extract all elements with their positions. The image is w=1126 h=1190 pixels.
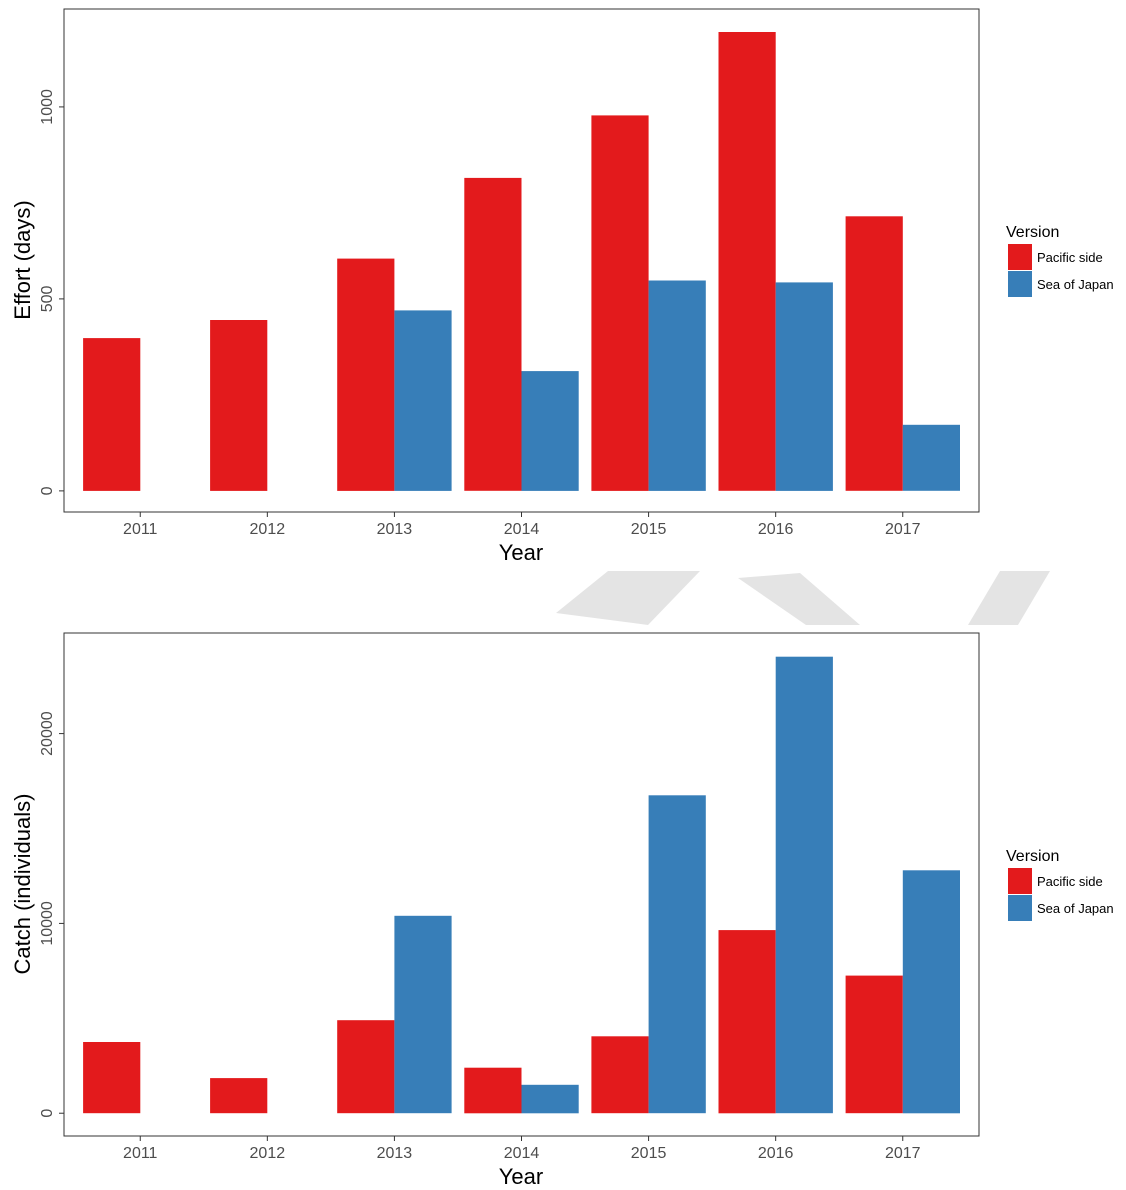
x-tick-label: 2014	[504, 1145, 540, 1162]
plot-panel-border	[63, 632, 980, 1137]
bar-sea-of-japan-2014	[521, 1084, 579, 1114]
legend-swatch-sea-of-japan	[1008, 271, 1032, 297]
bar-sea-of-japan-2014	[521, 371, 579, 491]
legend-label-pacific-side: Pacific side	[1037, 874, 1103, 889]
y-axis-title: Effort (days)	[10, 200, 35, 319]
bar-pacific-side-2017	[845, 216, 903, 491]
bar-pacific-side-2016	[718, 32, 776, 491]
x-tick-label: 2012	[250, 1145, 286, 1162]
x-tick-label: 2011	[123, 1145, 158, 1162]
bar-pacific-side-2013	[337, 258, 395, 491]
legend-swatch-pacific-side	[1008, 868, 1032, 894]
catch-chart: 0 10000 20000 2011 2012 2013 2014 2015 2016 2017…	[10, 632, 1114, 1189]
bar-sea-of-japan-2013	[394, 310, 452, 491]
y-tick-label: 1000	[39, 89, 56, 125]
y-axis-ticks: 0 500 1000	[39, 89, 64, 495]
bar-pacific-side-2017	[845, 975, 903, 1114]
bar-pacific-side-2011	[83, 338, 141, 491]
bar-sea-of-japan-2017	[902, 424, 960, 491]
bar-sea-of-japan-2013	[394, 915, 452, 1114]
legend-title: Version	[1006, 224, 1059, 241]
y-tick-label: 0	[39, 1109, 56, 1118]
x-tick-label: 2013	[377, 521, 413, 538]
effort-chart: 0 500 1000 2011 2012 2013 2014 2015 2016 2017 Ye…	[10, 8, 1114, 565]
watermark-shape	[968, 571, 1050, 625]
legend-label-sea-of-japan: Sea of Japan	[1037, 901, 1114, 916]
legend: Version Pacific side Sea of Japan	[1006, 848, 1114, 921]
bar-sea-of-japan-2017	[902, 870, 960, 1114]
bar-pacific-side-2013	[337, 1020, 395, 1114]
legend-swatch-sea-of-japan	[1008, 895, 1032, 921]
legend-label-sea-of-japan: Sea of Japan	[1037, 277, 1114, 292]
x-tick-label: 2016	[758, 521, 794, 538]
y-axis-title: Catch (individuals)	[10, 794, 35, 975]
y-tick-label: 0	[39, 486, 56, 495]
x-axis-title: Year	[499, 1164, 543, 1189]
x-tick-label: 2017	[885, 1145, 921, 1162]
x-tick-label: 2011	[123, 521, 158, 538]
legend-title: Version	[1006, 848, 1059, 865]
x-tick-label: 2013	[377, 1145, 413, 1162]
x-axis-ticks: 2011 2012 2013 2014 2015 2016 2017	[123, 1136, 921, 1162]
y-axis-ticks: 0 10000 20000	[39, 711, 64, 1118]
x-tick-label: 2016	[758, 1145, 794, 1162]
bar-sea-of-japan-2016	[775, 282, 833, 491]
bar-pacific-side-2012	[210, 1078, 268, 1114]
bars-group	[83, 656, 960, 1114]
legend: Version Pacific side Sea of Japan	[1006, 224, 1114, 297]
bars-group	[83, 32, 960, 491]
bar-sea-of-japan-2016	[775, 656, 833, 1114]
bar-sea-of-japan-2015	[648, 795, 706, 1114]
x-tick-label: 2014	[504, 521, 540, 538]
bar-sea-of-japan-2015	[648, 280, 706, 491]
x-tick-label: 2017	[885, 521, 921, 538]
x-tick-label: 2015	[631, 1145, 667, 1162]
y-tick-label: 20000	[39, 711, 56, 756]
y-tick-label: 500	[39, 285, 56, 312]
legend-label-pacific-side: Pacific side	[1037, 250, 1103, 265]
legend-swatch-pacific-side	[1008, 244, 1032, 270]
watermark-shapes	[556, 571, 1050, 625]
x-axis-title: Year	[499, 540, 543, 565]
x-axis-ticks: 2011 2012 2013 2014 2015 2016 2017	[123, 512, 921, 538]
bar-pacific-side-2012	[210, 320, 268, 491]
bar-pacific-side-2014	[464, 1067, 522, 1114]
y-tick-label: 10000	[39, 901, 56, 946]
x-tick-label: 2015	[631, 521, 667, 538]
bar-pacific-side-2011	[83, 1042, 141, 1114]
watermark-shape	[556, 571, 700, 625]
bar-pacific-side-2015	[591, 115, 649, 491]
bar-pacific-side-2014	[464, 177, 522, 491]
x-tick-label: 2012	[250, 521, 286, 538]
bar-pacific-side-2016	[718, 930, 776, 1114]
watermark-shape	[738, 573, 860, 625]
bar-pacific-side-2015	[591, 1036, 649, 1114]
